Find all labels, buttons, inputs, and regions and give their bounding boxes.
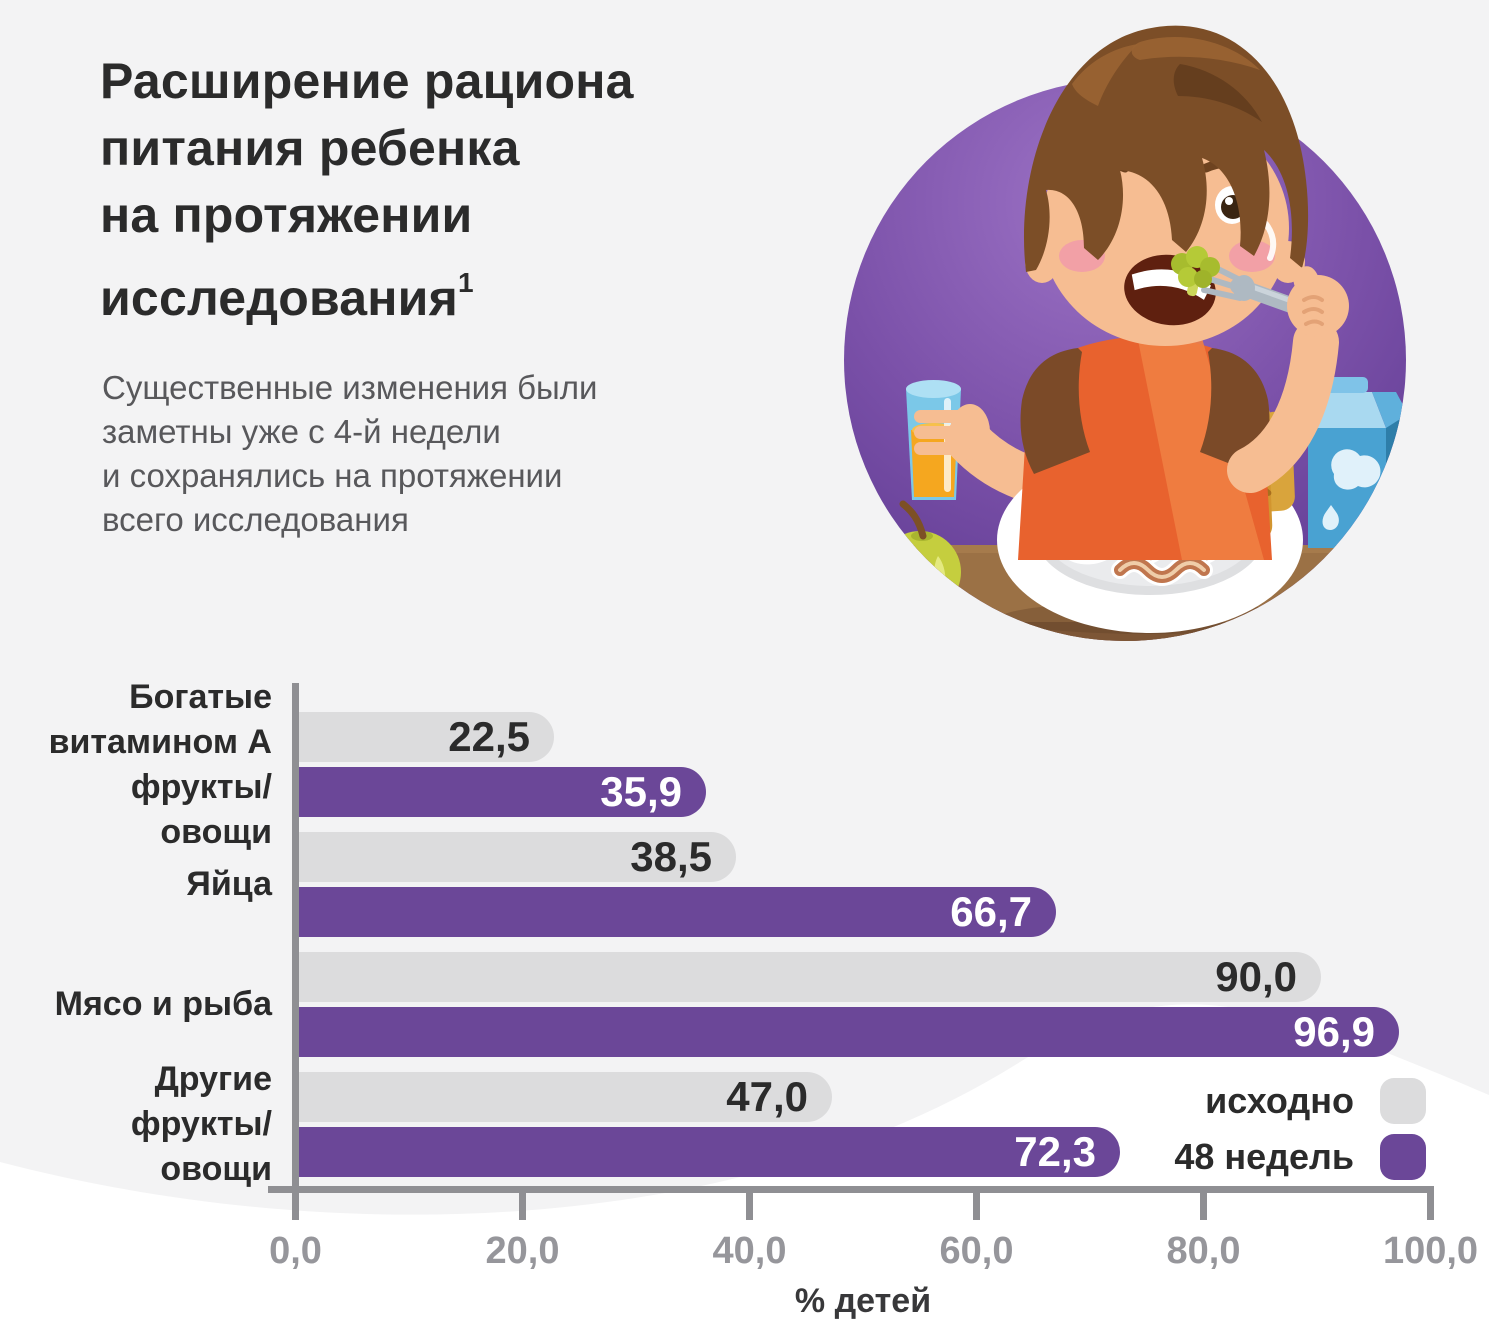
category-label: Мясо и рыба <box>54 985 272 1023</box>
bar-48-weeks: 66,7 <box>299 887 1056 937</box>
legend-swatch-baseline <box>1380 1078 1426 1124</box>
subtitle-line: заметны уже с 4-й недели <box>102 413 501 450</box>
bar-value-label: 96,9 <box>1293 1008 1375 1055</box>
bar-value-label: 38,5 <box>630 833 712 880</box>
x-axis-tick <box>519 1193 526 1220</box>
x-axis-tick-label: 60,0 <box>939 1230 1014 1272</box>
x-axis-tick <box>746 1193 753 1220</box>
bar-value-label: 47,0 <box>726 1073 808 1120</box>
x-axis-tick-label: 0,0 <box>269 1230 322 1272</box>
x-axis-tick <box>1427 1193 1434 1220</box>
page-subtitle: Существенные изменения были заметны уже … <box>102 366 597 542</box>
chart-legend: исходно 48 недель <box>1060 1078 1426 1190</box>
boy-eating-breakfast-illustration <box>844 25 1406 641</box>
bar-48-weeks: 96,9 <box>299 1007 1399 1057</box>
x-axis-tick <box>973 1193 980 1220</box>
x-axis-tick-label: 80,0 <box>1166 1230 1241 1272</box>
title-line: Расширение рациона <box>100 53 634 109</box>
bar-value-label: 66,7 <box>950 888 1032 935</box>
bar-baseline: 90,0 <box>299 952 1321 1002</box>
x-axis-tick <box>1200 1193 1207 1220</box>
shirt <box>1018 336 1272 560</box>
category-label: Яйца <box>186 865 272 903</box>
y-axis-line <box>292 683 299 1193</box>
legend-item-48-weeks: 48 недель <box>1060 1134 1426 1180</box>
subtitle-line: и сохранялись на протяжении <box>102 457 563 494</box>
right-arm <box>1227 319 1339 493</box>
title-line: на протяжении <box>100 187 473 243</box>
x-axis-line <box>268 1186 1434 1193</box>
legend-label-baseline: исходно <box>1205 1080 1354 1121</box>
title-line: питания ребенка <box>100 120 520 176</box>
legend-item-baseline: исходно <box>1060 1078 1426 1124</box>
x-axis-tick <box>292 1193 299 1220</box>
page-title: Расширение рациона питания ребенка на пр… <box>100 48 634 332</box>
bar-value-label: 22,5 <box>448 713 530 760</box>
x-axis-tick-label: 20,0 <box>485 1230 560 1272</box>
subtitle-line: всего исследования <box>102 501 409 538</box>
bar-baseline: 38,5 <box>299 832 736 882</box>
bar-48-weeks: 72,3 <box>299 1127 1120 1177</box>
boy-hair <box>1023 25 1309 273</box>
x-axis-tick-label: 40,0 <box>712 1230 787 1272</box>
bar-value-label: 72,3 <box>1014 1128 1096 1175</box>
bar-baseline: 47,0 <box>299 1072 832 1122</box>
bar-baseline: 22,5 <box>299 712 554 762</box>
bar-value-label: 35,9 <box>600 768 682 815</box>
title-last-word: исследования <box>100 269 458 326</box>
x-axis-title: % детей <box>794 1282 932 1319</box>
subtitle-line: Существенные изменения были <box>102 369 598 406</box>
legend-label-48-weeks: 48 недель <box>1174 1136 1354 1177</box>
footnote-marker: 1 <box>457 267 474 298</box>
right-fist <box>1287 266 1349 337</box>
broccoli-icon <box>1171 246 1220 297</box>
title-line: исследования1 <box>100 249 634 332</box>
x-axis-tick-label: 100,0 <box>1382 1230 1479 1272</box>
bar-48-weeks: 35,9 <box>299 767 706 817</box>
legend-swatch-48-weeks <box>1380 1134 1426 1180</box>
category-label: Другие фрукты/овощи <box>130 1060 272 1188</box>
bar-value-label: 90,0 <box>1215 953 1297 1000</box>
